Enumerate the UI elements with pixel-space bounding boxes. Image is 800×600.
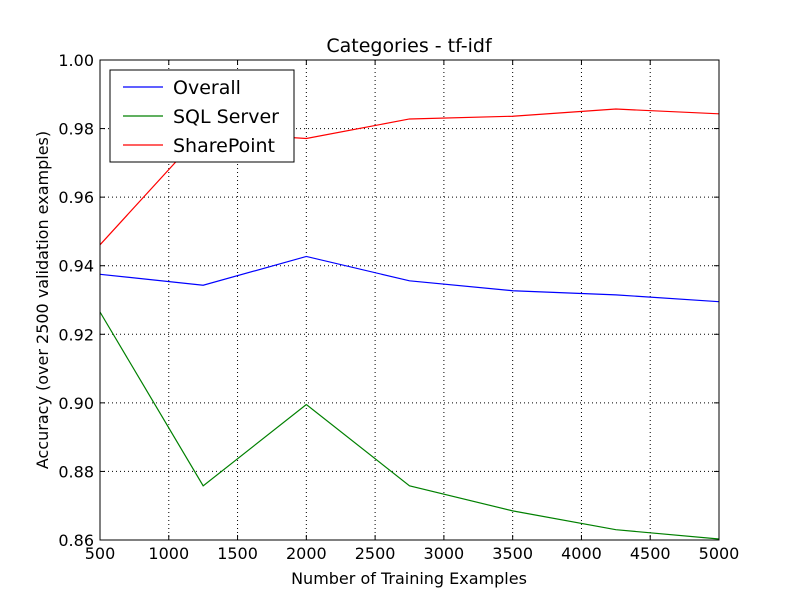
y-tick-label: 0.88	[58, 462, 94, 481]
x-tick-label: 2000	[286, 544, 327, 563]
x-tick-label: 3000	[424, 544, 465, 563]
legend-label-overall: Overall	[173, 77, 241, 99]
y-axis-title: Accuracy (over 2500 validation examples)	[33, 131, 52, 469]
x-tick-labels: 500 1000 1500 2000 2500 3000 3500 4000 4500 5000	[85, 544, 740, 563]
y-tick-label: 1.00	[58, 51, 94, 70]
legend-label-sql-server: SQL Server	[173, 106, 279, 128]
x-tick-label: 3500	[492, 544, 533, 563]
x-tick-label: 1000	[148, 544, 189, 563]
y-tick-label: 0.92	[58, 325, 94, 344]
y-tick-label: 0.90	[58, 394, 94, 413]
plot-frame	[99, 59, 720, 541]
chart-title: Categories - tf-idf	[326, 35, 493, 57]
y-tick-label: 0.96	[58, 188, 94, 207]
x-tick-label: 1500	[217, 544, 258, 563]
series-line-overall	[99, 255, 720, 303]
x-tick-label: 2500	[355, 544, 396, 563]
y-tick-label: 0.98	[58, 120, 94, 139]
y-tick-label: 0.86	[58, 531, 94, 550]
x-tick-label: 4000	[561, 544, 602, 563]
legend: Overall SQL Server SharePoint	[109, 69, 295, 163]
x-tick-label: 5000	[699, 544, 740, 563]
x-tick-label: 500	[85, 544, 116, 563]
legend-label-sharepoint: SharePoint	[173, 135, 275, 157]
y-tick-labels: 0.86 0.88 0.90 0.92 0.94 0.96 0.98 1.00	[58, 51, 94, 550]
x-axis-title: Number of Training Examples	[291, 569, 527, 588]
x-tick-label: 4500	[630, 544, 671, 563]
plot-lines	[99, 108, 720, 540]
y-tick-label: 0.94	[58, 257, 94, 276]
series-line-sql-server	[99, 311, 720, 540]
